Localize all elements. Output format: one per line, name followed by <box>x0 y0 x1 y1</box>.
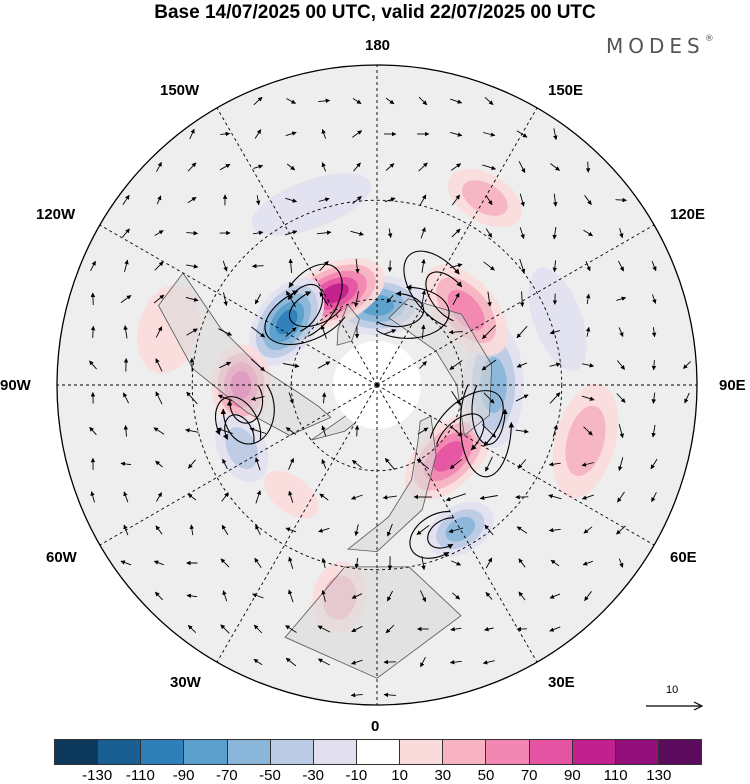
wind-vector <box>588 162 589 173</box>
lon-label-150w: 150W <box>160 82 199 99</box>
wind-vector <box>93 293 94 305</box>
colorbar-segment <box>314 740 357 764</box>
wind-vector <box>357 426 358 437</box>
colorbar-tick: -90 <box>173 767 195 784</box>
lon-label-120e: 120E <box>670 206 705 223</box>
reference-vector-value: 10 <box>666 684 678 696</box>
lon-label-30w: 30W <box>170 674 201 691</box>
colorbar-segment <box>141 740 184 764</box>
colorbar <box>54 739 702 765</box>
colorbar-segment <box>443 740 486 764</box>
colorbar-segment <box>357 740 400 764</box>
colorbar-segment <box>659 740 701 764</box>
wind-vector <box>390 261 391 272</box>
lon-label-60e: 60E <box>670 549 697 566</box>
colorbar-segment <box>55 740 98 764</box>
wind-vector <box>93 326 94 338</box>
colorbar-tick: 130 <box>646 767 671 784</box>
colorbar-tick: 50 <box>478 767 495 784</box>
colorbar-segment <box>400 740 443 764</box>
lon-label-150e: 150E <box>548 82 583 99</box>
colorbar-segment <box>616 740 659 764</box>
colorbar-tick: -130 <box>82 767 112 784</box>
lon-label-60w: 60W <box>46 549 77 566</box>
colorbar-segment <box>184 740 227 764</box>
colorbar-tick: 70 <box>521 767 538 784</box>
wind-vector <box>252 266 263 267</box>
lon-label-180: 180 <box>365 37 390 54</box>
colorbar-tick: -70 <box>216 767 238 784</box>
colorbar-segment <box>98 740 141 764</box>
polar-stereographic-map <box>0 0 750 735</box>
reference-vector-arrow <box>644 700 706 712</box>
lon-label-90e: 90E <box>719 377 746 394</box>
lon-label-30e: 30E <box>548 674 575 691</box>
colorbar-tick: 90 <box>564 767 581 784</box>
colorbar-tick: -30 <box>302 767 324 784</box>
lon-label-0: 0 <box>371 718 379 735</box>
colorbar-tick: -110 <box>126 767 155 784</box>
colorbar-tick: 10 <box>391 767 408 784</box>
colorbar-segment <box>530 740 573 764</box>
lon-label-90w: 90W <box>0 377 31 394</box>
lon-label-120w: 120W <box>36 206 75 223</box>
colorbar-tick: -50 <box>259 767 281 784</box>
colorbar-segment <box>271 740 314 764</box>
colorbar-tick: 110 <box>604 767 628 784</box>
colorbar-segment <box>573 740 616 764</box>
colorbar-tick: -10 <box>346 767 368 784</box>
colorbar-segment <box>486 740 529 764</box>
wind-vector <box>616 200 627 201</box>
colorbar-tick: 30 <box>434 767 451 784</box>
colorbar-segment <box>228 740 271 764</box>
